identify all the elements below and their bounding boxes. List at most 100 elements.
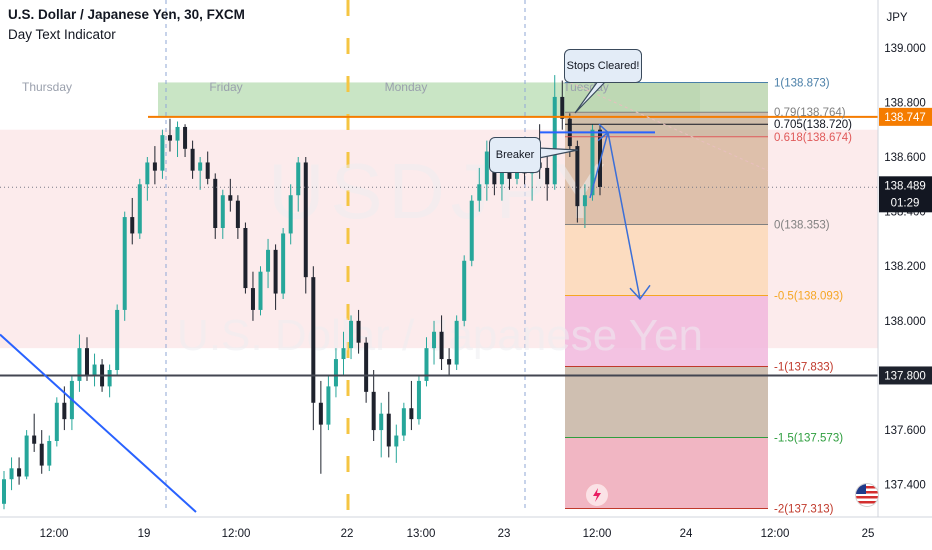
candle-body-31 [235,200,240,228]
candle-body-39 [296,162,301,196]
stops-cleared-callout: Stops Cleared! [564,49,642,83]
candle-body-18 [137,184,142,234]
candle-body-79 [598,129,602,188]
us-flag-icon[interactable] [855,483,879,507]
y-axis-background [878,0,932,550]
fib-label-3: 0.618(138.674) [774,132,852,144]
candle-body-12 [92,364,97,376]
candle-body-2 [17,468,22,477]
breaker-arrow-head [597,123,610,142]
candle-body-53 [401,408,406,436]
candle-body-38 [288,195,293,234]
candle-body-61 [462,260,467,321]
candle-body-33 [250,288,255,310]
fib-diagonal [569,81,769,172]
x-tick-7: 24 [680,528,693,540]
candle-body-25 [190,148,195,171]
trend-line [0,333,197,513]
candle-body-43 [326,386,331,425]
fib-label-7: -1.5(137.573) [774,432,843,444]
candle-body-36 [273,249,278,294]
candle-body-46 [349,320,354,349]
fib-label-2: 0.705(138.720) [774,119,852,131]
day-label-thursday: Thursday [22,80,72,94]
price-label-bg-1 [879,176,932,213]
candle-body-78 [590,129,595,196]
candle-body-42 [318,402,323,425]
candle-body-55 [416,380,421,420]
indicator-name: Day Text Indicator [8,27,116,42]
fib-label-0: 1(138.873) [774,77,830,89]
candle-body-15 [115,309,120,370]
price-label-countdown: 01:29 [891,197,920,209]
candles-layer [2,75,602,510]
candle-body-76 [575,146,580,207]
price-label-bg-0 [879,107,932,126]
y-tick-8: 137.400 [884,480,926,492]
day-label-friday: Friday [209,80,242,94]
candle-body-56 [424,348,429,381]
candle-body-20 [152,162,157,171]
candle-body-35 [266,249,271,272]
x-tick-6: 12:00 [583,528,612,540]
candle-body-57 [432,331,437,349]
gridlines-layer: Thursday Friday Monday Tuesday [22,0,609,512]
fib-band-3 [565,224,768,296]
candle-body-6 [47,441,52,466]
candle-body-3 [24,435,29,477]
fib-label-8: -2(137.313) [774,503,834,515]
x-tick-9: 25 [862,528,875,540]
candle-body-72 [545,167,550,185]
candle-body-26 [198,162,203,171]
candle-body-62 [469,200,474,261]
candle-body-66 [499,167,504,185]
candle-body-32 [243,228,248,289]
candle-body-19 [145,162,150,185]
fib-band-4 [565,295,768,367]
y-tick-0: 139.000 [884,43,926,55]
candle-body-45 [341,348,346,360]
chart-title: U.S. Dollar / Japanese Yen, 30, FXCM [8,7,245,22]
candle-body-44 [333,359,338,387]
x-tick-4: 13:00 [407,528,436,540]
candle-body-34 [258,271,263,310]
candle-body-14 [107,370,112,387]
candle-body-16 [122,217,127,310]
candle-body-5 [39,443,44,466]
candle-body-27 [205,162,210,179]
fib-label-6: -1(137.833) [774,361,834,373]
price-label-1: 138.489 [884,180,926,192]
candle-body-22 [167,135,172,141]
watermark-ticker: USDJPY [268,147,612,235]
fib-band-5 [565,366,768,438]
candle-body-30 [228,195,233,201]
lightning-icon[interactable] [585,483,609,507]
candle-body-41 [311,277,316,403]
candle-body-54 [409,408,414,420]
candle-body-1 [9,468,14,480]
fib-label-1: 0.79(138.764) [774,107,846,119]
price-label-0: 138.747 [884,112,926,124]
candle-body-52 [394,435,399,447]
candle-body-77 [582,195,587,207]
candle-body-67 [507,167,512,179]
currency-label: JPY [886,12,907,24]
candle-body-74 [560,96,565,119]
fib-label-5: -0.5(138.093) [774,290,843,302]
candle-body-48 [364,342,369,392]
candle-body-11 [84,348,89,376]
x-tick-0: 12:00 [40,528,69,540]
candle-body-28 [213,178,218,228]
projection-arrow-head [629,284,651,301]
candle-body-17 [130,217,135,234]
candle-body-10 [77,348,82,381]
candle-body-63 [477,184,482,201]
x-axis-background [0,517,932,550]
price-label-bg-2 [879,366,932,385]
y-tick-5: 138.000 [884,316,926,328]
candle-body-49 [371,391,376,431]
x-tick-1: 19 [138,528,151,540]
day-label-monday: Monday [385,80,428,94]
candle-body-64 [484,151,489,185]
candle-body-50 [379,413,384,431]
